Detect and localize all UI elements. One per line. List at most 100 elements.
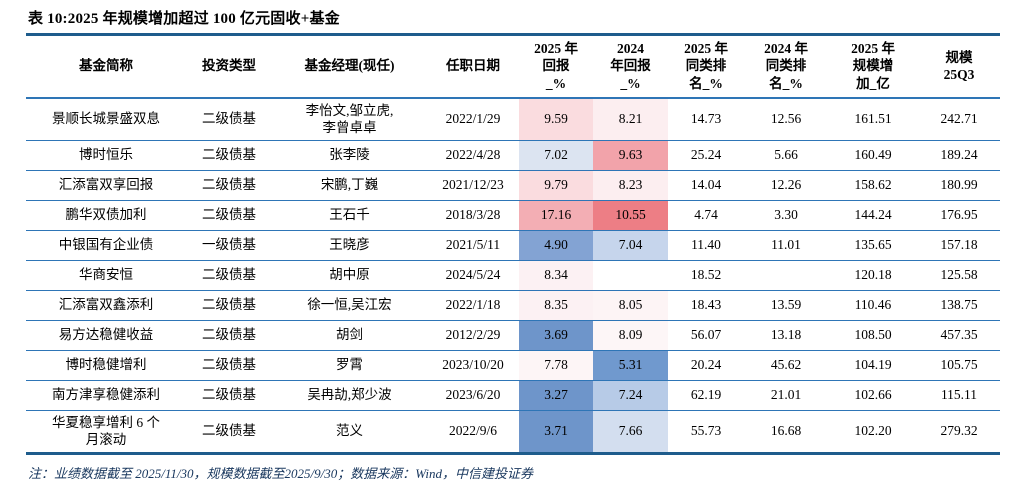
cell-rank_2024: 21.01 — [744, 380, 828, 411]
cell-ret_2025: 8.34 — [519, 260, 593, 291]
header-cell-ret_2025: 2025 年 回报 _% — [519, 34, 593, 99]
cell-manager: 张李陵 — [272, 140, 427, 171]
cell-start_date: 2012/2/29 — [427, 320, 519, 351]
table-row: 汇添富双鑫添利 二级债基 徐一恒,吴江宏 2022/1/18 8.35 8.05 18.43… — [26, 290, 1000, 321]
cell-rank_2025: 4.74 — [668, 200, 744, 231]
cell-scale_add: 102.20 — [854, 423, 892, 439]
table-header-row: 基金简称 投资类型 基金经理(现任) 任职日期 2025 年 回报 _% 2024 年回报… — [26, 34, 1000, 99]
table-row: 鹏华双债加利 二级债基 王石千 2018/3/28 17.16 10.55 4.74 3.30… — [26, 200, 1000, 231]
cell-rank_2024: 13.59 — [744, 290, 828, 321]
cell-fund_name: 华夏稳享增利 6 个 月滚动 — [52, 414, 160, 448]
cell-scale_25q3: 242.71 — [918, 97, 1000, 141]
cell-invest_type: 二级债基 — [186, 260, 272, 291]
cell-ret_2025: 9.79 — [519, 170, 593, 201]
cell-manager: 范义 — [336, 423, 363, 439]
cell-ret_2025: 3.69 — [519, 320, 593, 351]
cell-rank_2024: 16.68 — [770, 423, 802, 439]
cell-ret_2024 — [593, 260, 668, 291]
cell-scale_25q3: 279.32 — [940, 423, 978, 439]
table-row: 南方津享稳健添利 二级债基 吴冉劼,郑少波 2023/6/20 3.27 7.24 62.1… — [26, 380, 1000, 411]
cell-scale_add: 158.62 — [828, 170, 918, 201]
cell-scale_add: 108.50 — [828, 320, 918, 351]
cell-fund_name: 汇添富双鑫添利 — [26, 290, 186, 321]
footnote: 注：业绩数据截至 2025/11/30，规模数据截至2025/9/30；数据来源… — [28, 465, 533, 481]
cell-ret_2025: 3.71 — [519, 410, 593, 454]
table-row: 华夏稳享增利 6 个 月滚动 二级债基 范义 2022/9/6 3.71 7.66 55.7… — [26, 410, 1000, 454]
cell-ret_2024: 9.63 — [593, 140, 668, 171]
report-page: 表 10:2025 年规模增加超过 100 亿元固收+基金 基金简称 投资类型 基金… — [26, 11, 1000, 481]
cell-ret_2025: 9.59 — [519, 97, 593, 141]
cell-rank_2024: 5.66 — [744, 140, 828, 171]
cell-ret_2025: 3.27 — [519, 380, 593, 411]
cell-manager: 宋鹏,丁巍 — [272, 170, 427, 201]
cell-scale_25q3: 105.75 — [918, 350, 1000, 381]
cell-ret_2025: 7.02 — [519, 140, 593, 171]
cell-fund_name: 易方达稳健收益 — [26, 320, 186, 351]
cell-scale_25q3: 125.58 — [918, 260, 1000, 291]
header-cell-invest_type: 投资类型 — [186, 34, 272, 99]
cell-scale_25q3: 176.95 — [918, 200, 1000, 231]
cell-scale_25q3: 180.99 — [918, 170, 1000, 201]
cell-invest_type: 二级债基 — [186, 140, 272, 171]
cell-ret_2025: 17.16 — [519, 200, 593, 231]
cell-invest_type: 二级债基 — [186, 350, 272, 381]
cell-rank_2024: 12.26 — [744, 170, 828, 201]
table-row: 中银国有企业债 一级债基 王晓彦 2021/5/11 4.90 7.04 11.40 11.0… — [26, 230, 1000, 261]
cell-manager: 李怡文,邹立虎, 李曾卓卓 — [272, 97, 427, 141]
cell-rank_2025: 11.40 — [668, 230, 744, 261]
cell-scale_add: 160.49 — [828, 140, 918, 171]
cell-start_date: 2024/5/24 — [427, 260, 519, 291]
header-cell-scale_add: 2025 年 规模增 加_亿 — [828, 34, 918, 99]
cell-rank_2025: 18.43 — [668, 290, 744, 321]
cell-manager: 王晓彦 — [272, 230, 427, 261]
cell-rank_2024 — [744, 260, 828, 291]
cell-invest_type: 二级债基 — [186, 380, 272, 411]
cell-rank_2024: 45.62 — [744, 350, 828, 381]
cell-invest_type: 二级债基 — [186, 97, 272, 141]
cell-rank_2025: 62.19 — [668, 380, 744, 411]
table-row: 汇添富双享回报 二级债基 宋鹏,丁巍 2021/12/23 9.79 8.23 14.04 1… — [26, 170, 1000, 201]
cell-rank_2024: 12.56 — [744, 97, 828, 141]
cell-invest_type: 一级债基 — [186, 230, 272, 261]
cell-rank_2025: 20.24 — [668, 350, 744, 381]
cell-ret_2024: 8.05 — [593, 290, 668, 321]
cell-ret_2024: 10.55 — [593, 200, 668, 231]
header-cell-manager: 基金经理(现任) — [272, 34, 427, 99]
cell-start_date: 2022/1/29 — [427, 97, 519, 141]
cell-scale_25q3: 115.11 — [918, 380, 1000, 411]
cell-rank_2025: 55.73 — [690, 423, 722, 439]
cell-start_date: 2022/9/6 — [448, 423, 497, 439]
cell-rank_2024: 13.18 — [744, 320, 828, 351]
cell-scale_25q3: 138.75 — [918, 290, 1000, 321]
cell-ret_2025: 8.35 — [519, 290, 593, 321]
header-cell-ret_2024: 2024 年回报 _% — [593, 34, 668, 99]
cell-scale_add: 161.51 — [828, 97, 918, 141]
cell-fund_name: 汇添富双享回报 — [26, 170, 186, 201]
cell-scale_add: 104.19 — [828, 350, 918, 381]
cell-fund_name: 南方津享稳健添利 — [26, 380, 186, 411]
cell-fund_name: 博时恒乐 — [26, 140, 186, 171]
cell-invest_type: 二级债基 — [186, 290, 272, 321]
cell-manager: 胡剑 — [272, 320, 427, 351]
cell-ret_2024: 7.24 — [593, 380, 668, 411]
cell-ret_2025: 7.78 — [519, 350, 593, 381]
cell-ret_2025: 4.90 — [519, 230, 593, 261]
cell-manager: 罗霄 — [272, 350, 427, 381]
cell-scale_add: 102.66 — [828, 380, 918, 411]
cell-manager: 吴冉劼,郑少波 — [272, 380, 427, 411]
header-cell-fund_name: 基金简称 — [26, 34, 186, 99]
table-title: 表 10:2025 年规模增加超过 100 亿元固收+基金 — [28, 11, 340, 27]
cell-start_date: 2018/3/28 — [427, 200, 519, 231]
cell-start_date: 2023/10/20 — [427, 350, 519, 381]
table-row: 易方达稳健收益 二级债基 胡剑 2012/2/29 3.69 8.09 56.07 13.18… — [26, 320, 1000, 351]
cell-fund_name: 景顺长城景盛双息 — [26, 97, 186, 141]
cell-start_date: 2022/4/28 — [427, 140, 519, 171]
cell-ret_2024: 7.66 — [593, 410, 668, 454]
header-cell-rank_2025: 2025 年 同类排 名_% — [668, 34, 744, 99]
cell-rank_2025: 56.07 — [668, 320, 744, 351]
cell-scale_add: 135.65 — [828, 230, 918, 261]
cell-ret_2024: 8.23 — [593, 170, 668, 201]
cell-start_date: 2022/1/18 — [427, 290, 519, 321]
cell-scale_add: 144.24 — [828, 200, 918, 231]
cell-invest_type: 二级债基 — [186, 170, 272, 201]
